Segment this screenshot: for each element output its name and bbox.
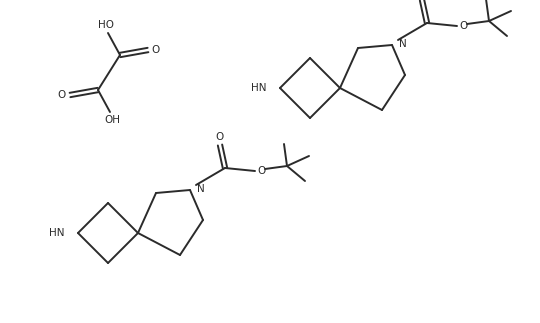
- Text: HO: HO: [98, 20, 114, 30]
- Text: OH: OH: [104, 115, 120, 125]
- Text: O: O: [216, 132, 224, 142]
- Text: O: O: [460, 21, 468, 31]
- Text: HN: HN: [50, 228, 65, 238]
- Text: HN: HN: [252, 83, 267, 93]
- Text: O: O: [258, 166, 266, 176]
- Text: O: O: [152, 45, 160, 55]
- Text: N: N: [197, 184, 205, 194]
- Text: N: N: [399, 39, 407, 49]
- Text: O: O: [58, 90, 66, 100]
